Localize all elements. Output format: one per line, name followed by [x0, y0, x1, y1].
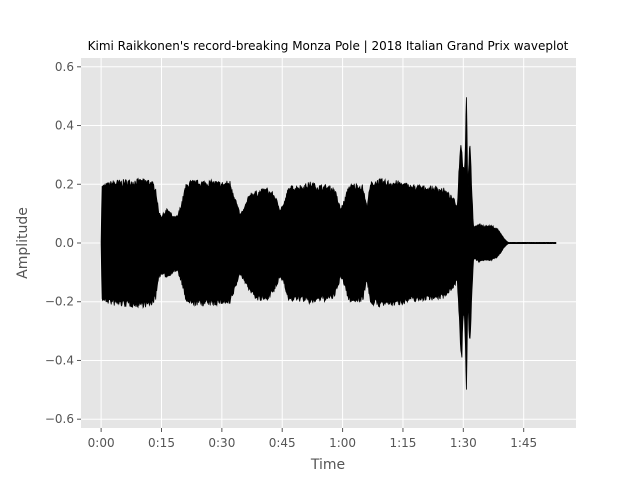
waveform	[100, 97, 557, 390]
x-tick-label: 0:45	[269, 436, 296, 450]
y-tick-label: 0.6	[55, 60, 74, 74]
x-tick-label: 0:15	[148, 436, 175, 450]
y-tick-label: 0.4	[55, 119, 74, 133]
y-tick-label: −0.6	[45, 412, 74, 426]
y-tick-label: 0.0	[55, 236, 74, 250]
y-axis-ticks: −0.6 −0.4 −0.2 0.0 0.2 0.4 0.6	[45, 60, 81, 426]
chart-title: Kimi Raikkonen's record-breaking Monza P…	[88, 39, 569, 53]
x-axis-label: Time	[310, 457, 345, 473]
x-tick-label: 1:30	[450, 436, 477, 450]
x-axis-ticks: 0:00 0:15 0:30 0:45 1:00 1:15 1:30 1:45	[88, 428, 537, 450]
y-tick-label: −0.2	[45, 295, 74, 309]
x-tick-label: 1:15	[389, 436, 416, 450]
x-tick-label: 0:00	[88, 436, 115, 450]
x-tick-label: 1:45	[510, 436, 537, 450]
y-tick-label: −0.4	[45, 353, 74, 367]
y-axis-label: Amplitude	[15, 207, 31, 279]
x-tick-label: 0:30	[208, 436, 235, 450]
y-tick-label: 0.2	[55, 177, 74, 191]
x-tick-label: 1:00	[329, 436, 356, 450]
